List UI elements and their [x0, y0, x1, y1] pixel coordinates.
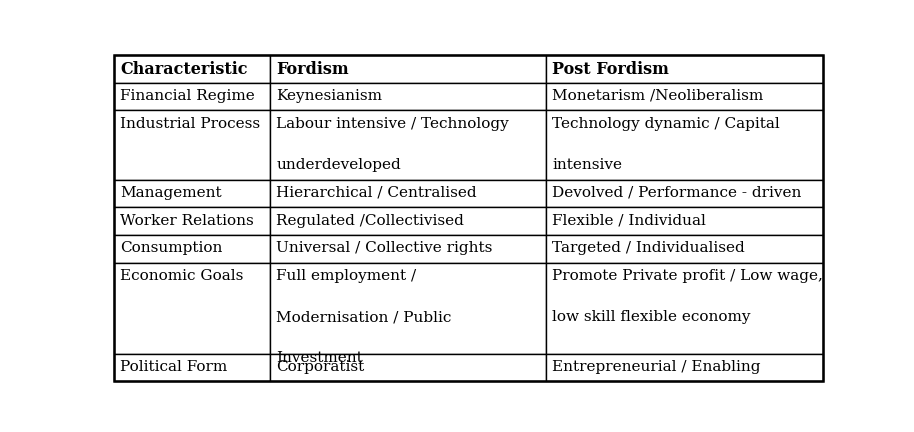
Text: Keynesianism: Keynesianism: [276, 89, 382, 103]
Text: Financial Regime: Financial Regime: [121, 89, 255, 103]
Text: Technology dynamic / Capital

intensive: Technology dynamic / Capital intensive: [552, 117, 780, 172]
Text: Worker Relations: Worker Relations: [121, 213, 254, 228]
Bar: [546, 110, 823, 180]
Bar: [270, 110, 546, 180]
Text: Economic Goals: Economic Goals: [121, 269, 244, 283]
Text: Regulated /Collectivised: Regulated /Collectivised: [276, 213, 464, 228]
Bar: [270, 55, 546, 83]
Bar: [114, 83, 270, 110]
Bar: [546, 55, 823, 83]
Bar: [546, 263, 823, 354]
Bar: [114, 263, 270, 354]
Bar: [114, 55, 270, 83]
Bar: [546, 235, 823, 263]
Bar: [270, 235, 546, 263]
Bar: [270, 207, 546, 235]
Text: Fordism: Fordism: [276, 61, 349, 78]
Bar: [546, 354, 823, 381]
Text: Flexible / Individual: Flexible / Individual: [552, 213, 706, 228]
Text: Monetarism /Neoliberalism: Monetarism /Neoliberalism: [552, 89, 763, 103]
Text: Consumption: Consumption: [121, 241, 223, 255]
Text: Industrial Process: Industrial Process: [121, 117, 260, 130]
Bar: [546, 207, 823, 235]
Bar: [114, 180, 270, 207]
Bar: [270, 263, 546, 354]
Text: Characteristic: Characteristic: [121, 61, 248, 78]
Bar: [270, 180, 546, 207]
Bar: [114, 110, 270, 180]
Bar: [114, 235, 270, 263]
Bar: [546, 180, 823, 207]
Text: Entrepreneurial / Enabling: Entrepreneurial / Enabling: [552, 360, 760, 374]
Bar: [114, 207, 270, 235]
Text: Labour intensive / Technology

underdeveloped: Labour intensive / Technology underdevel…: [276, 117, 509, 172]
Text: Corporatist: Corporatist: [276, 360, 365, 374]
Text: Management: Management: [121, 186, 222, 200]
Text: Devolved / Performance - driven: Devolved / Performance - driven: [552, 186, 802, 200]
Bar: [546, 83, 823, 110]
Bar: [270, 354, 546, 381]
Text: Hierarchical / Centralised: Hierarchical / Centralised: [276, 186, 477, 200]
Text: Political Form: Political Form: [121, 360, 228, 374]
Text: Full employment /

Modernisation / Public

Investment: Full employment / Modernisation / Public…: [276, 269, 452, 365]
Bar: [270, 83, 546, 110]
Text: Post Fordism: Post Fordism: [552, 61, 669, 78]
Text: Promote Private profit / Low wage,

low skill flexible economy: Promote Private profit / Low wage, low s…: [552, 269, 823, 324]
Text: Universal / Collective rights: Universal / Collective rights: [276, 241, 493, 255]
Text: Targeted / Individualised: Targeted / Individualised: [552, 241, 745, 255]
Bar: [114, 354, 270, 381]
